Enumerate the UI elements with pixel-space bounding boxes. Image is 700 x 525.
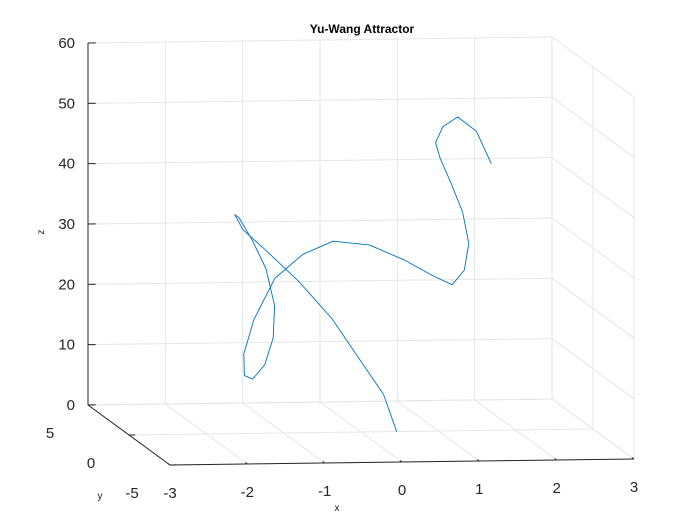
side-wall-grid-z [551, 217, 635, 279]
x-tick-mark [554, 458, 557, 461]
z-tick-label: 50 [58, 95, 75, 112]
x-tick-mark [399, 460, 403, 463]
x-tick-mark [631, 457, 635, 460]
z-axis-label: z [36, 230, 47, 235]
y-tick-label: 0 [87, 455, 95, 472]
x-tick-label: -3 [163, 485, 176, 502]
side-wall-grid-z [551, 96, 635, 158]
trajectory-line [234, 116, 492, 432]
back-wall-grid-z [87, 398, 553, 406]
x-tick-label: 1 [475, 481, 483, 498]
trajectory-layer [234, 116, 492, 432]
back-wall-grid-z [87, 157, 553, 165]
back-wall-grid-z [87, 277, 553, 285]
side-wall-grid-z [551, 398, 635, 460]
back-wall-grid-z [87, 217, 553, 225]
side-wall-grid-z [551, 277, 635, 339]
y-tick-label: 5 [46, 425, 54, 442]
z-tick-label: 30 [58, 216, 75, 233]
axes-box [87, 42, 635, 466]
z-tick-label: 0 [67, 397, 75, 414]
back-wall-grid-z [87, 96, 553, 104]
z-tick-label: 10 [58, 337, 75, 354]
x-tick-label: -1 [318, 483, 331, 500]
x-tick-label: 2 [552, 480, 560, 497]
grid-lines [87, 36, 635, 466]
x-tick-mark [476, 459, 480, 462]
x-tick-label: 3 [630, 479, 638, 496]
x-axis-label: x [335, 503, 340, 514]
y-axis-label: y [98, 491, 103, 502]
x-tick-mark [167, 463, 171, 466]
floor-grid-y [128, 428, 594, 436]
x-tick-mark [244, 462, 248, 465]
z-tick-label: 60 [58, 35, 75, 52]
x-tick-label: 0 [398, 482, 406, 499]
back-wall-grid-z [87, 36, 553, 44]
chart-title: Yu-Wang Attractor [310, 22, 415, 36]
side-wall-grid-z [551, 338, 635, 400]
back-wall-grid-z [87, 338, 553, 346]
x-tick-label: -2 [241, 484, 254, 501]
x-tick-mark [322, 461, 325, 464]
side-wall-grid-z [551, 36, 635, 98]
side-wall-grid-z [551, 157, 635, 219]
y-tick-label: -5 [125, 485, 138, 502]
z-tick-label: 20 [58, 276, 75, 293]
z-tick-label: 40 [58, 156, 75, 173]
